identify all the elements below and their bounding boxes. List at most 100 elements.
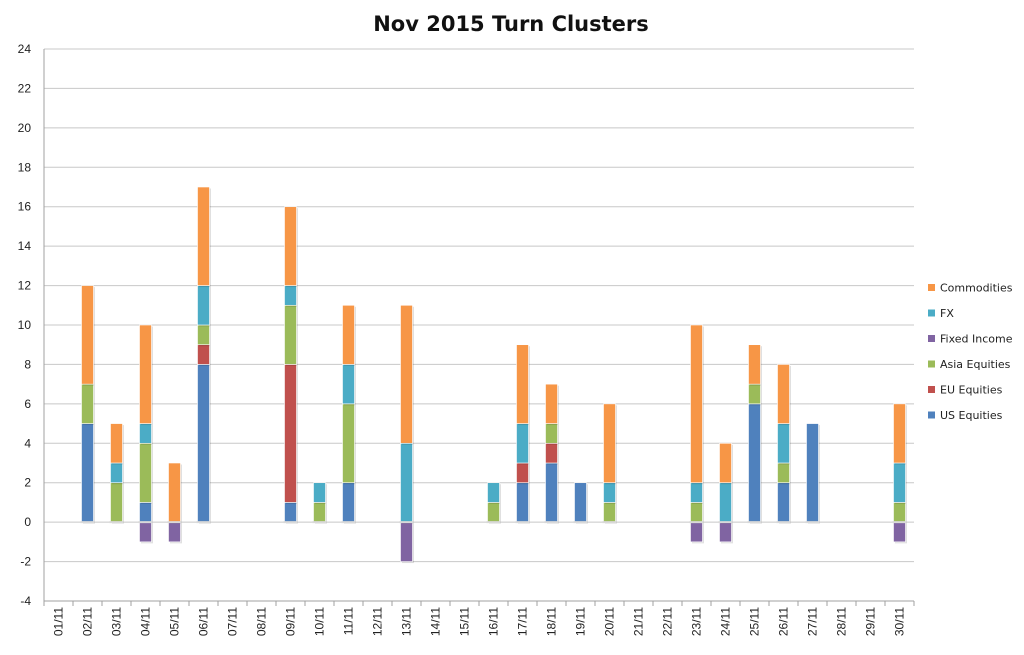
- bar-segment: [748, 344, 761, 385]
- x-tick-label: 17/11: [516, 607, 530, 636]
- bar-segment: [197, 186, 210, 286]
- bar-segment: [139, 324, 152, 424]
- bar-segment: [748, 403, 761, 523]
- bar-base: [747, 521, 762, 524]
- x-tick-label: 08/11: [255, 607, 269, 636]
- bar-segment: [806, 423, 819, 523]
- bar-segment: [139, 423, 152, 444]
- chart-title: Nov 2015 Turn Clusters: [373, 12, 649, 36]
- x-tick-label: 09/11: [284, 607, 298, 636]
- bar-segment: [487, 482, 500, 503]
- bar-base: [283, 521, 298, 524]
- legend-swatch: [928, 309, 935, 317]
- x-tick-label: 01/11: [52, 607, 66, 636]
- bar-segment: [139, 442, 152, 503]
- gridlines: [44, 48, 914, 602]
- bar-segment: [284, 285, 297, 306]
- bar-segment: [197, 344, 210, 365]
- x-tick-label: 05/11: [168, 607, 182, 636]
- legend-swatch: [928, 386, 935, 393]
- bar-base: [138, 521, 153, 524]
- bar-segment: [81, 423, 94, 523]
- legend-label: Asia Equities: [940, 358, 1011, 371]
- x-tick-label: 10/11: [313, 607, 327, 636]
- bar-segment: [893, 462, 906, 503]
- bar-segment: [690, 521, 703, 543]
- bar-base: [312, 521, 327, 524]
- x-tick-label: 26/11: [777, 607, 791, 636]
- y-tick-label: 2: [24, 476, 31, 490]
- bar-segment: [110, 462, 123, 484]
- bar-segment: [81, 383, 94, 424]
- bar-base: [109, 521, 124, 524]
- bar-base: [80, 521, 95, 524]
- x-tick-label: 03/11: [110, 607, 124, 636]
- x-tick-label: 07/11: [226, 607, 240, 636]
- bars: [80, 186, 907, 564]
- bar-base: [805, 521, 820, 524]
- x-tick-label: 20/11: [603, 607, 617, 636]
- bar-segment: [284, 206, 297, 286]
- y-tick-label: 6: [24, 397, 31, 411]
- bar-base: [573, 521, 588, 524]
- y-tick-label: 8: [24, 357, 31, 371]
- bar-segment: [719, 482, 732, 523]
- legend-label: EU Equities: [940, 384, 1003, 397]
- x-tick-label: 14/11: [429, 607, 443, 636]
- x-tick-label: 29/11: [864, 607, 878, 636]
- bar-segment: [690, 324, 703, 484]
- bar-segment: [603, 502, 616, 523]
- y-tick-label: 20: [18, 121, 32, 135]
- bar-base: [602, 521, 617, 524]
- y-tick-label: -4: [20, 594, 31, 608]
- y-tick-label: 22: [18, 81, 32, 95]
- y-tick-label: 24: [18, 42, 32, 56]
- y-tick-label: 18: [18, 160, 32, 174]
- y-tick-label: 4: [24, 436, 31, 450]
- x-tick-label: 13/11: [400, 607, 414, 636]
- x-tick-label: 24/11: [719, 607, 733, 636]
- y-tick-label: 12: [18, 279, 32, 293]
- y-tick-label: 0: [24, 515, 31, 529]
- bar-segment: [748, 383, 761, 405]
- bar-segment: [545, 423, 558, 444]
- x-tick-label: 15/11: [458, 607, 472, 636]
- x-tick-label: 21/11: [632, 607, 646, 636]
- bar-segment: [893, 502, 906, 523]
- x-tick-label: 23/11: [690, 607, 704, 636]
- bar-segment: [777, 482, 790, 523]
- y-tick-label: 10: [18, 318, 32, 332]
- y-tick-label: 16: [18, 200, 32, 214]
- bar-base: [689, 521, 704, 524]
- legend-label: Commodities: [940, 282, 1013, 295]
- legend-label: FX: [940, 307, 954, 320]
- bar-base: [544, 521, 559, 524]
- legend-label: US Equities: [940, 409, 1003, 422]
- x-tick-label: 11/11: [342, 607, 356, 636]
- bar-segment: [603, 403, 616, 484]
- x-tick-label: 16/11: [487, 607, 501, 636]
- x-tick-label: 06/11: [197, 607, 211, 636]
- bar-segment: [603, 482, 616, 503]
- bar-segment: [690, 482, 703, 503]
- x-tick-label: 22/11: [661, 607, 675, 636]
- bar-segment: [893, 403, 906, 464]
- legend-swatch: [928, 360, 935, 368]
- x-tick-label: 30/11: [893, 607, 907, 636]
- bar-segment: [545, 383, 558, 424]
- legend-swatch: [928, 335, 935, 342]
- bar-segment: [400, 442, 413, 523]
- x-tick-label: 19/11: [574, 607, 588, 636]
- x-tick-label: 27/11: [806, 607, 820, 636]
- bar-base: [341, 521, 356, 524]
- bar-segment: [139, 502, 152, 523]
- bar-segment: [516, 344, 529, 424]
- bar-segment: [777, 364, 790, 424]
- bar-segment: [342, 304, 355, 365]
- bar-segment: [574, 482, 587, 523]
- bar-segment: [690, 502, 703, 523]
- y-tick-label: -2: [20, 555, 31, 569]
- bar-segment: [342, 403, 355, 484]
- bar-segment: [777, 423, 790, 464]
